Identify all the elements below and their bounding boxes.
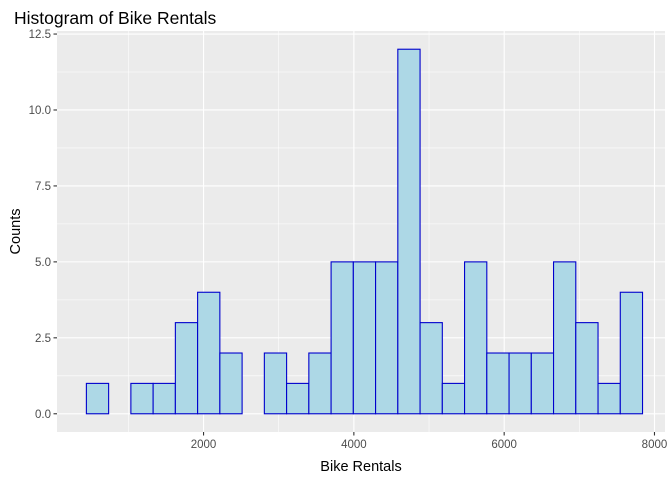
histogram-bar-17 [464, 261, 488, 415]
histogram-bar-18 [486, 352, 510, 415]
histogram-bar-23 [597, 382, 621, 415]
histogram-bar-4 [174, 322, 199, 415]
histogram-bar-0 [85, 382, 110, 415]
y-tick-label: 0.0 [35, 409, 51, 421]
histogram-bar-9 [286, 382, 310, 415]
histogram-bar-24 [619, 291, 644, 415]
y-tick-label: 5.0 [35, 257, 51, 269]
histogram-bar-2 [130, 382, 154, 415]
histogram-bar-8 [263, 352, 288, 415]
y-tick-label: 7.5 [35, 181, 51, 193]
histogram-bar-13 [375, 261, 399, 415]
histogram-bar-6 [219, 352, 243, 415]
y-axis-title: Counts [8, 209, 24, 255]
x-axis-title: Bike Rentals [320, 459, 401, 475]
y-tick-label: 10.0 [29, 105, 51, 117]
histogram-bar-10 [308, 352, 332, 415]
histogram-bar-12 [352, 261, 377, 415]
x-tick-label: 4000 [341, 439, 367, 451]
y-tick-label: 12.5 [29, 29, 51, 41]
histogram-bar-19 [508, 352, 532, 415]
histogram-bar-14 [397, 48, 421, 415]
y-tick-label: 2.5 [35, 333, 51, 345]
histogram-bar-15 [419, 322, 443, 415]
histogram-bar-22 [575, 322, 599, 415]
histogram-bar-20 [530, 352, 555, 415]
histogram-bar-5 [197, 291, 221, 415]
histogram-bar-21 [552, 261, 577, 415]
x-axis: 2000 4000 6000 8000 [191, 432, 668, 451]
x-tick-label: 8000 [642, 439, 668, 451]
chart-title: Histogram of Bike Rentals [14, 8, 217, 28]
histogram-bar-16 [441, 382, 466, 415]
y-axis: 0.0 2.5 5.0 7.5 10.0 12.5 [29, 29, 57, 421]
histogram-bar-11 [330, 261, 354, 415]
histogram-bar-3 [152, 382, 176, 415]
x-tick-label: 2000 [191, 439, 217, 451]
histogram-bars [85, 48, 644, 415]
x-tick-label: 6000 [491, 439, 517, 451]
